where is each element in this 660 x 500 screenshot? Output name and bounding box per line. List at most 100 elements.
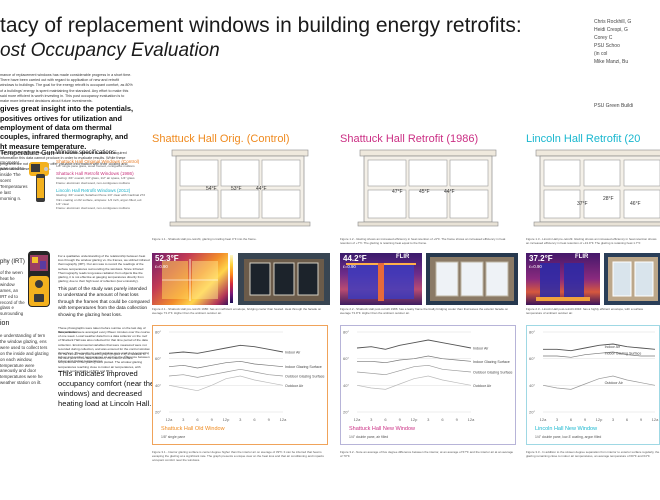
y-tick-label: 40°: [529, 383, 535, 388]
series-label: Indoor Glazing Surface: [285, 365, 322, 369]
thermal-temperature: 52.3°F: [155, 254, 179, 263]
author: (in col: [594, 51, 608, 57]
y-tick-label: 80°: [529, 330, 535, 335]
chart-panel-retrofit-1986: 80° 60° 40° 20° 12a 3 6 9 12p 3 6 9 12a Indoor Air Ind…: [340, 325, 516, 445]
x-tick-label: 12a: [652, 417, 659, 422]
x-tick-label: 12a: [166, 417, 173, 422]
series-line: [543, 351, 655, 358]
x-tick-label: 9: [268, 417, 271, 422]
x-tick-label: 3: [239, 417, 242, 422]
x-tick-label: 3: [612, 417, 615, 422]
series-label: Indoor Air: [285, 351, 301, 355]
spec-title: Shattuck Hall Retrofit Windows (1986): [56, 171, 134, 177]
series-line: [356, 339, 472, 350]
y-tick-label: 40°: [343, 383, 349, 388]
x-tick-label: 6: [626, 417, 629, 422]
frame-temp-reading: 28°F: [603, 196, 614, 202]
series-label: Indoor Air: [605, 345, 621, 349]
thermal-camera-image: [26, 250, 52, 308]
irt-heading: phy (IRT): [0, 259, 25, 265]
series-line: [168, 344, 284, 354]
infrared-note-2: This part of the study was purely intend…: [58, 287, 150, 318]
y-tick-label: 60°: [155, 356, 161, 361]
y-tick-label: 20°: [155, 410, 161, 415]
spec-line: 1/8" single pane glass, wood framed, con…: [56, 164, 135, 168]
temperature-chart: 80° 60° 40° 20° 12a 3 6 9 12p 3 6 9 12a Indoor Air Ind…: [155, 330, 325, 423]
y-tick-label: 20°: [343, 410, 349, 415]
y-tick-label: 60°: [529, 356, 535, 361]
x-tick-label: 9: [584, 417, 587, 422]
spec-line: Frame: aluminum clad wood, non-contiguou…: [56, 180, 130, 185]
spec-line: Frame: aluminum clad wood, non-contiguou…: [56, 206, 130, 211]
figure-caption: Figure 1.2 - Glazing shows an increased …: [340, 237, 506, 245]
spec-title: Lincoln Hall Retrofit Windows (2012): [56, 188, 131, 194]
temperature-gun-image: [28, 160, 50, 206]
abstract-text: mance of replacement windows has made co…: [0, 73, 133, 104]
infrared-note: For a qualitative understanding of the r…: [58, 254, 150, 284]
series-line: [168, 360, 284, 369]
x-tick-label: 12a: [280, 417, 287, 422]
authors-block: Chris Rockhill, G Heidi Crespi, G Corey …: [594, 18, 660, 66]
abstract-text-2: The paper highlighting the potentials of…: [0, 151, 128, 171]
figure-caption: Figure 3.2 - Note an average of five deg…: [340, 450, 514, 458]
x-tick-label: 9: [456, 417, 459, 422]
x-tick-label: 12p: [596, 417, 603, 422]
author: PSU Schoo: [594, 43, 620, 49]
temp-gun-heading: Temperature Gun: [0, 150, 55, 157]
spec-line: Glazing: 3/4" overall, Solarban Pione 1/…: [56, 193, 146, 207]
glazing-temp-reading: 54°F: [206, 186, 217, 192]
x-tick-label: 3: [182, 417, 185, 422]
x-tick-label: 3: [427, 417, 430, 422]
poster-subtitle: ost Occupancy Evaluation: [0, 40, 220, 61]
building-photo-lincoln: [604, 253, 660, 305]
emissivity: ε=0.90: [529, 264, 542, 269]
x-tick-label: 12p: [223, 417, 230, 422]
thermal-image-retrofit-1986: 44.2°F ε=0.90 FLIR: [340, 253, 422, 305]
y-tick-label: 40°: [155, 383, 161, 388]
author: Corey C: [594, 35, 613, 41]
x-tick-label: 12a: [540, 417, 547, 422]
series-line: [168, 368, 284, 378]
chart-subtitle: 1/8" single pane: [161, 435, 186, 439]
abstract-highlight: gives great insight into the potentials,…: [0, 104, 134, 151]
chart-title: Shattuck Hall Old Window: [161, 426, 225, 432]
thermal-scale-control: [230, 253, 234, 305]
chart-title: Lincoln Hall New Window: [535, 426, 598, 432]
figure-caption: Figure 3.3 - In addition to the sixteen …: [526, 450, 660, 458]
series-label: Outdoor Glazing Surface: [285, 375, 325, 379]
frame-temp-reading: 45°F: [419, 189, 430, 195]
data-note: Temperatures were averaged every fifteen…: [58, 330, 150, 364]
specs-heading: Window specifications:: [56, 150, 117, 156]
glazing-temp-reading: 47°F: [392, 189, 403, 195]
spec-line: Glazing: 3/4" overall, 1/4" glass, 1/2" …: [56, 176, 135, 181]
chart-subtitle: 1/4" double pane, low-E coating, argon f…: [535, 435, 602, 439]
series-line: [543, 343, 656, 352]
series-label: Outdoor Air: [473, 384, 492, 388]
emissivity: ε=0.90: [343, 264, 356, 269]
series-line: [357, 355, 472, 364]
window-diagram-control: 54°F 53°F 44°F: [152, 148, 330, 240]
column-title-lincoln: Lincoln Hall Retrofit (20: [526, 133, 641, 145]
temperature-chart: 80° 60° 40° 20° 12a 3 6 9 12p 3 6 9 12a Indoor Air Ind…: [529, 330, 659, 423]
window-specs: Window specifications: Shattuck Hall Ori…: [56, 150, 148, 211]
data-note-2: On the Lincoln Hall post-retrofit graph …: [58, 352, 146, 373]
x-tick-label: 3: [370, 417, 373, 422]
emissivity: ε=0.90: [155, 264, 168, 269]
data-heading: ion: [0, 320, 10, 327]
y-tick-label: 20°: [529, 410, 535, 415]
temp-gun-text: rmometer was used to inside The scent Te…: [0, 160, 28, 201]
outdoor-temp-reading: 44°F: [444, 189, 455, 195]
x-tick-label: 6: [253, 417, 256, 422]
conclusion: This indicates improved occupancy comfor…: [58, 369, 155, 408]
figure-caption: Figure 2.3 - Lincoln Hall post-retrofit …: [526, 307, 644, 315]
chart-title: Shattuck Hall New Window: [349, 426, 416, 432]
figure-caption: Figure 1.1 - Shattuck Hall pre-retrofit,…: [152, 237, 257, 241]
x-tick-label: 12a: [468, 417, 475, 422]
y-tick-label: 60°: [343, 356, 349, 361]
series-label: Indoor Glazing Surface: [473, 360, 510, 364]
affiliation: PSU Green Buildi: [594, 103, 634, 109]
chart-panel-lincoln: 80° 60° 40° 20° 12a 3 6 9 12p 3 6 9 12a Indoor Air Ind…: [526, 325, 660, 445]
thermal-image-lincoln: 37.2°F ε=0.90 FLIR: [526, 253, 600, 305]
series-line: [356, 375, 472, 390]
figure-caption: Figure 2.1 - Shattuck Hall pre-retrofit …: [152, 307, 322, 315]
